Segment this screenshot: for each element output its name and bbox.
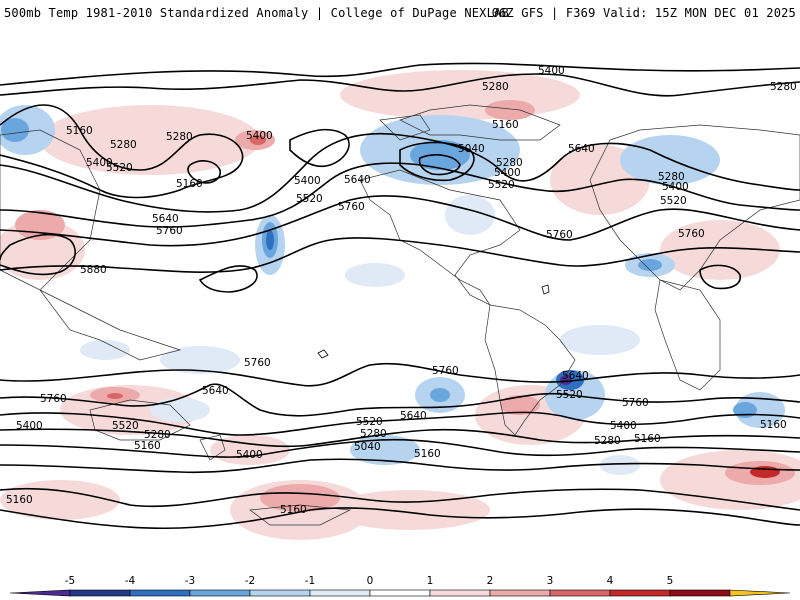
colorbar-swatch: [729, 589, 791, 597]
contour-label: 5280: [482, 81, 509, 93]
contour-label: 5520: [556, 389, 583, 401]
contour-label: 5640: [400, 410, 427, 422]
colorbar-ticks: -5 -4 -3 -2 -1 0 1 2 3 4 5: [65, 575, 674, 587]
colorbar-swatch: [669, 589, 731, 597]
contour-label: 5280: [770, 81, 797, 93]
colorbar-swatch: [309, 589, 371, 597]
contour-label: 5760: [622, 397, 649, 409]
colorbar-tick-label: -2: [245, 575, 255, 587]
contour-label: 5280: [496, 157, 523, 169]
chart-title: 500mb Temp 1981-2010 Standardized Anomal…: [4, 6, 509, 20]
contour-label: 5160: [134, 440, 161, 452]
map-markers: [317, 284, 550, 359]
colorbar-swatch: [429, 589, 491, 597]
contour-label: 5280: [360, 428, 387, 440]
contour-label: 5520: [296, 193, 323, 205]
contour-label: 5640: [152, 213, 179, 225]
contour-label: 5280: [144, 429, 171, 441]
colorbar: -5 -4 -3 -2 -1 0 1 2 3 4 5: [9, 575, 791, 597]
contour-label: 5280: [110, 139, 137, 151]
contour-label: 5160: [760, 419, 787, 431]
contour-label: 5400: [294, 175, 321, 187]
contour-label: 5640: [562, 370, 589, 382]
colorbar-swatch: [69, 589, 131, 597]
contour-label: 5640: [202, 385, 229, 397]
colorbar-swatch: [129, 589, 191, 597]
contour-label: 5280: [166, 131, 193, 143]
colorbar-swatch: [549, 589, 611, 597]
colorbar-swatch: [189, 589, 251, 597]
colorbar-tick-label: 5: [667, 575, 674, 587]
contour-label: 5520: [488, 179, 515, 191]
contour-label: 5400: [16, 420, 43, 432]
colorbar-swatch: [369, 589, 431, 597]
colorbar-tick-label: -1: [305, 575, 315, 587]
contour-label: 5640: [344, 174, 371, 186]
contour-label: 5520: [356, 416, 383, 428]
colorbar-swatch: [9, 589, 71, 597]
colorbar-swatch: [489, 589, 551, 597]
contour-label: 5400: [86, 157, 113, 169]
contour-label: 5040: [354, 441, 381, 453]
colorbar-tick-label: -3: [185, 575, 195, 587]
contour-label: 5160: [280, 504, 307, 516]
height-contours: [0, 62, 800, 530]
contour-label: 5160: [414, 448, 441, 460]
contour-label: 5280: [594, 435, 621, 447]
contour-label: 5520: [112, 420, 139, 432]
model-run-info: 06Z GFS | F369 Valid: 15Z MON DEC 01 202…: [491, 6, 796, 20]
colorbar-swatch: [609, 589, 671, 597]
contour-label: 5760: [40, 393, 67, 405]
colorbar-tick-label: -4: [125, 575, 136, 587]
contour-label: 5520: [660, 195, 687, 207]
colorbar-tick-label: 2: [487, 575, 494, 587]
colorbar-tick-label: 3: [547, 575, 554, 587]
contour-label: 5160: [176, 178, 203, 190]
contour-label: 5520: [106, 162, 133, 174]
contour-label: 5400: [610, 420, 637, 432]
colorbar-tick-label: 0: [367, 575, 374, 587]
contour-label: 5160: [66, 125, 93, 137]
contour-label: 5760: [678, 228, 705, 240]
contour-label: 5760: [338, 201, 365, 213]
colorbar-swatch: [249, 589, 311, 597]
contour-label: 5400: [494, 167, 521, 179]
contour-label: 5400: [538, 65, 565, 77]
colorbar-tick-label: 4: [607, 575, 614, 587]
contour-label: 5760: [244, 357, 271, 369]
contour-label: 5160: [6, 494, 33, 506]
contour-label: 5280: [658, 171, 685, 183]
anomaly-shading: [0, 40, 800, 558]
colorbar-tick-label: -5: [65, 575, 75, 587]
contour-label: 5760: [156, 225, 183, 237]
contour-label: 5400: [236, 449, 263, 461]
contour-label: 5160: [492, 119, 519, 131]
colorbar-swatches: [9, 589, 791, 597]
anomaly-map: 5400 5280 5280 5160 5040 5280 5400 5520 …: [0, 40, 800, 558]
contour-label: 5400: [246, 130, 273, 142]
contour-label: 5760: [432, 365, 459, 377]
contour-label: 5640: [568, 143, 595, 155]
contour-label: 5760: [546, 229, 573, 241]
colorbar-tick-label: 1: [427, 575, 434, 587]
contour-label: 5040: [458, 143, 485, 155]
contour-label: 5880: [80, 264, 107, 276]
contour-labels: 5400 5280 5280 5160 5040 5280 5400 5520 …: [6, 65, 797, 516]
contour-label: 5160: [634, 433, 661, 445]
contour-label: 5400: [662, 181, 689, 193]
